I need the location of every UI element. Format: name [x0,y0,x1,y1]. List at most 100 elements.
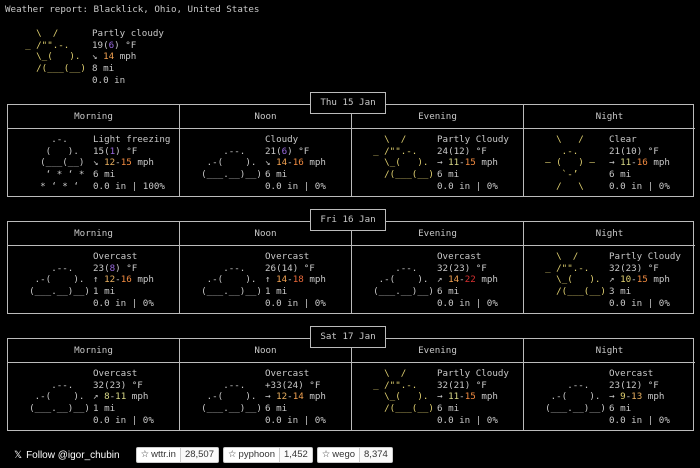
icon-line: (___.__)__) [29,286,90,298]
wind-direction-icon: → [609,391,621,403]
precipitation: 0.0 in | 0% [437,297,498,309]
forecast-details: Overcast +33(24) °F → 12-14 mph 6 mi 0.0… [265,368,326,426]
feels-like: 14 [281,262,293,274]
visibility: 1 mi [93,286,116,298]
partly-cloudy-icon: \ / _ /"".-. \_( ). /(___(__) [25,28,86,75]
feels-like: 8 [109,262,116,274]
forecast-details: Overcast 23(12) °F → 9-13 mph 6 mi 0.0 i… [609,368,670,426]
period-header: Evening [352,222,523,246]
feels-like: 6 [281,145,288,157]
forecast-details: Overcast 32(23) °F ↗ 8-11 mph 1 mi 0.0 i… [93,368,154,426]
icon-line: \ / [556,134,584,145]
cloudy-weather-icon: .--. .-( ). (___.__)__) [18,251,94,310]
wind-speed: 14 [103,51,115,63]
condition: Partly cloudy [92,28,164,39]
wind-direction-icon: ↗ [437,274,449,286]
wind-direction-icon: → [437,157,449,169]
condition: Cloudy [265,134,299,145]
github-star-button-wttr-in[interactable]: ☆ wttr.in 28,507 [135,447,219,463]
repo-label: wttr.in [151,449,176,460]
period-header: Noon [180,222,351,246]
icon-line: .-( ). [34,274,85,286]
icon-line: .-( ). [206,274,257,286]
icon-line: (___.__)__) [201,403,262,415]
condition: Overcast [93,251,138,262]
visibility: 6 mi [437,169,460,181]
github-star-button-pyphoon[interactable]: ☆ pyphoon 1,452 [223,447,313,463]
wind-direction-icon: ↗ [609,274,621,286]
wind-speed: 12 [104,274,116,286]
partly-weather-icon: \ / _ /"".-. \_( ). /(___(__) [362,134,438,193]
partly-weather-icon: \ / _ /"".-. \_( ). /(___(__) [362,368,438,427]
temperature: 32( [437,262,454,274]
wind-speed: 10 [620,274,632,286]
star-count: 28,507 [179,448,218,462]
precipitation: 0.0 in [92,74,126,86]
visibility: 6 mi [609,403,632,415]
condition: Light freezing [93,134,171,145]
footer: 𝕏 Follow @igor_chubin ☆ wttr.in 28,507 ☆ pypho… [14,447,393,463]
temperature: +33( [265,379,288,391]
precipitation: 0.0 in | 0% [609,414,670,426]
cloudy-weather-icon: .--. .-( ). (___.__)__) [190,368,266,427]
repo-name: ☆ wttr.in [137,448,180,462]
day-label: Thu 15 Jan [310,92,386,114]
forecast-cell-noon: Noon .--. .-( ). (___.__)__) Overcast 26… [180,222,352,313]
icon-line: .--. [51,379,74,391]
precipitation: 0.0 in | 0% [93,414,154,426]
forecast-details: Partly Cloudy 32(21) °F → 11-15 mph 6 mi… [437,368,509,426]
star-icon: ☆ [140,449,150,460]
cloudy-weather-icon: .--. .-( ). (___.__)__) [534,368,610,427]
icon-line: ( ). [45,145,79,157]
precipitation: 0.0 in | 0% [437,414,498,426]
follow-link[interactable]: 𝕏 Follow @igor_chubin [14,450,120,461]
icon-line: (___.__)__) [29,403,90,415]
star-count: 8,374 [359,448,392,462]
icon-line: _ /"".-. [373,145,418,157]
report-title: Weather report: Blacklick, Ohio, United … [5,4,260,15]
github-star-button-wego[interactable]: ☆ wego 8,374 [316,447,393,463]
icon-line: _ /"".-. [545,262,590,274]
precipitation: 0.0 in | 0% [437,180,498,192]
condition: Overcast [265,251,310,262]
day-forecast-table: Morning .--. .-( ). (___.__)__) Overcast… [7,221,695,314]
period-header: Noon [180,339,351,363]
precipitation: 0.0 in | 0% [265,414,326,426]
icon-line: `-’ [561,169,579,181]
forecast-cell-night: Night .--. .-( ). (___.__)__) Overcast 2… [524,339,695,430]
temperature: 32( [93,379,110,391]
icon-line: .-( ). [206,391,257,403]
repo-label: wego [332,449,356,460]
wind-speed: 12 [104,157,116,169]
period-header: Noon [180,105,351,129]
feels-like: 12 [625,379,637,391]
condition: Overcast [265,368,310,379]
icon-line: \_( ). [384,157,429,169]
wind-direction-icon: → [609,157,621,169]
visibility: 6 mi [93,169,116,181]
forecast-details: Overcast 32(23) °F ↗ 14-22 mph 6 mi 0.0 … [437,251,498,309]
wind-speed: 14 [448,274,460,286]
day-label: Sat 17 Jan [310,326,386,348]
x-logo-icon: 𝕏 [14,449,23,461]
forecast-cell-night: Night \ / _ /"".-. \_( ). /(___(__) Part… [524,222,695,313]
precipitation: 0.0 in | 0% [265,297,326,309]
icon-line: / \ [556,180,584,192]
wind-direction-icon: ↘ [265,157,277,169]
forecast-cell-noon: Noon .--. .-( ). (___.__)__) Overcast +3… [180,339,352,430]
forecast-cell-evening: Evening \ / _ /"".-. \_( ). /(___(__) Pa… [352,339,524,430]
forecast-details: Partly Cloudy 32(23) °F ↗ 10-15 mph 3 mi… [609,251,681,309]
wind-direction-icon: ↘ [93,157,105,169]
visibility: 6 mi [437,286,460,298]
period-header: Night [524,105,695,129]
temperature: 15( [93,145,110,157]
icon-line: .--. [223,262,246,274]
condition: Partly Cloudy [437,134,509,145]
icon-line: .--. [395,262,418,274]
wind-speed: 11 [115,391,127,403]
wind-direction-icon: ↑ [265,274,277,286]
precipitation: 0.0 in | 0% [265,180,326,192]
forecast-details: Overcast 26(14) °F ↑ 14-18 mph 1 mi 0.0 … [265,251,326,309]
day-label: Fri 16 Jan [310,209,386,231]
icon-line: _ /"".-. [373,379,418,391]
